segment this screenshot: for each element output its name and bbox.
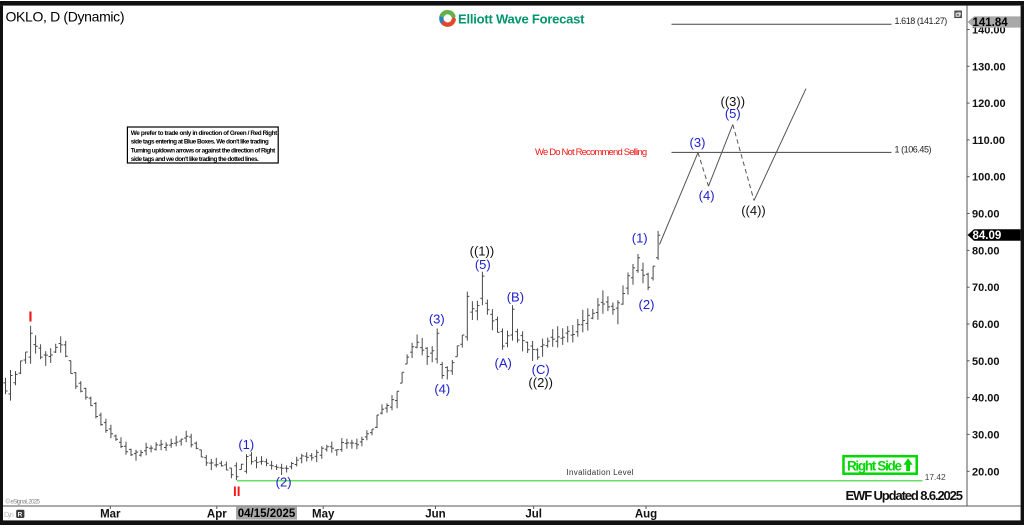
svg-text:(A): (A) <box>495 356 512 371</box>
svg-text:100.00: 100.00 <box>972 172 1006 184</box>
svg-text:(5): (5) <box>725 106 741 121</box>
svg-text:(3): (3) <box>429 312 445 327</box>
svg-text:Jul: Jul <box>525 509 542 521</box>
svg-text:30.00: 30.00 <box>972 429 1000 441</box>
svg-text:04/15/2025: 04/15/2025 <box>238 508 296 520</box>
svg-text:Aug: Aug <box>635 509 657 521</box>
svg-text:OKLO, D (Dynamic): OKLO, D (Dynamic) <box>6 8 125 24</box>
svg-text:(4): (4) <box>434 382 450 397</box>
svg-text:(1): (1) <box>238 437 254 452</box>
svg-text:(1): (1) <box>632 231 648 246</box>
svg-text:50.00: 50.00 <box>972 356 1000 368</box>
svg-text:(4): (4) <box>699 188 715 203</box>
svg-text:Invalidation Level: Invalidation Level <box>567 468 634 477</box>
svg-text:84.09: 84.09 <box>973 230 1002 242</box>
svg-text:110.00: 110.00 <box>972 135 1005 147</box>
svg-text:(C): (C) <box>532 362 550 377</box>
svg-text:40.00: 40.00 <box>972 393 1000 405</box>
svg-text:20.00: 20.00 <box>972 466 1000 478</box>
svg-text:Jun: Jun <box>425 509 445 521</box>
svg-text:II: II <box>233 484 241 499</box>
svg-text:(3): (3) <box>690 135 706 150</box>
svg-text:I: I <box>28 309 32 326</box>
svg-text:1.618 (141.27): 1.618 (141.27) <box>895 16 948 26</box>
svg-text:Right Side: Right Side <box>847 458 902 473</box>
svg-text:17.42: 17.42 <box>925 472 946 482</box>
svg-text:(B): (B) <box>507 290 524 305</box>
svg-text:141.84: 141.84 <box>973 17 1009 29</box>
svg-text:80.00: 80.00 <box>972 245 1000 257</box>
svg-text:70.00: 70.00 <box>972 282 1000 294</box>
svg-text:© eSignal, 2025: © eSignal, 2025 <box>6 499 41 506</box>
svg-text:Turning up/down arrows or agai: Turning up/down arrows or against the di… <box>131 147 276 154</box>
svg-text:side tags entering at Blue Box: side tags entering at Blue Boxes. We don… <box>131 139 269 146</box>
svg-text:((3)): ((3)) <box>721 94 746 109</box>
svg-text:(5): (5) <box>475 257 491 272</box>
svg-text:((1)): ((1)) <box>470 244 495 259</box>
svg-text:We prefer to trade only in dir: We prefer to trade only in direction of … <box>131 130 278 137</box>
svg-text:Dyn: Dyn <box>4 510 14 519</box>
svg-text:We Do Not Recommend Selling: We Do Not Recommend Selling <box>535 147 647 158</box>
svg-text:1 (106.45): 1 (106.45) <box>895 144 932 154</box>
svg-text:60.00: 60.00 <box>972 319 1000 331</box>
svg-text:((4)): ((4)) <box>741 203 766 218</box>
svg-text:130.00: 130.00 <box>972 61 1006 73</box>
svg-text:May: May <box>312 509 335 521</box>
svg-text:(2): (2) <box>639 297 655 312</box>
svg-text:((2)): ((2)) <box>528 375 553 390</box>
svg-text:90.00: 90.00 <box>972 209 1000 221</box>
svg-text:Elliott Wave Forecast: Elliott Wave Forecast <box>458 11 585 26</box>
svg-text:120.00: 120.00 <box>972 98 1006 110</box>
svg-text:EWF Updated 8.6.2025: EWF Updated 8.6.2025 <box>846 488 964 503</box>
svg-text:Apr: Apr <box>207 509 227 521</box>
svg-text:R: R <box>18 512 23 519</box>
svg-text:(2): (2) <box>276 475 292 490</box>
svg-text:side tags and we don't like tr: side tags and we don't like trading the … <box>131 156 259 163</box>
svg-text:Mar: Mar <box>100 509 121 521</box>
